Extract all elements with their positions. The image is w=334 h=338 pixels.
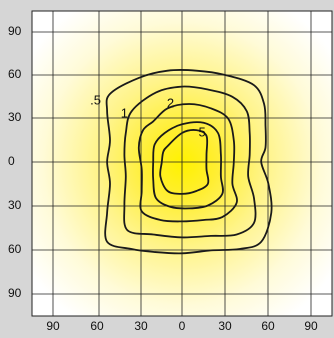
contour-line (123, 85, 257, 239)
x-axis-ticks: 90 60 30 0 30 60 90 (46, 319, 318, 333)
contour-label: 1 (121, 106, 128, 121)
contour-label: 5 (199, 124, 206, 139)
x-tick-label: 60 (90, 319, 104, 333)
x-tick-label: 60 (261, 319, 275, 333)
y-tick-label: 30 (8, 198, 22, 212)
contour-labels: .5 1 2 5 (90, 93, 206, 140)
contour-line (152, 121, 224, 210)
y-axis-ticks: 90 60 30 0 30 60 90 (8, 24, 22, 300)
x-tick-label: 90 (304, 319, 318, 333)
x-tick-label: 30 (134, 319, 148, 333)
x-tick-label: 30 (218, 319, 232, 333)
contour-line (137, 103, 238, 223)
plot-frame (31, 10, 333, 317)
contour-line (104, 69, 273, 255)
x-tick-label: 0 (179, 319, 186, 333)
contour-label: .5 (90, 93, 101, 108)
y-tick-label: 30 (8, 110, 22, 124)
contour-line (159, 129, 210, 195)
y-tick-label: 90 (8, 286, 22, 300)
y-tick-label: 60 (8, 242, 22, 256)
y-tick-label: 0 (8, 154, 15, 168)
y-tick-label: 60 (8, 67, 22, 81)
contour-lines (104, 69, 273, 255)
x-tick-label: 90 (46, 319, 60, 333)
contour-label: 2 (167, 95, 174, 110)
y-tick-label: 90 (8, 24, 22, 38)
